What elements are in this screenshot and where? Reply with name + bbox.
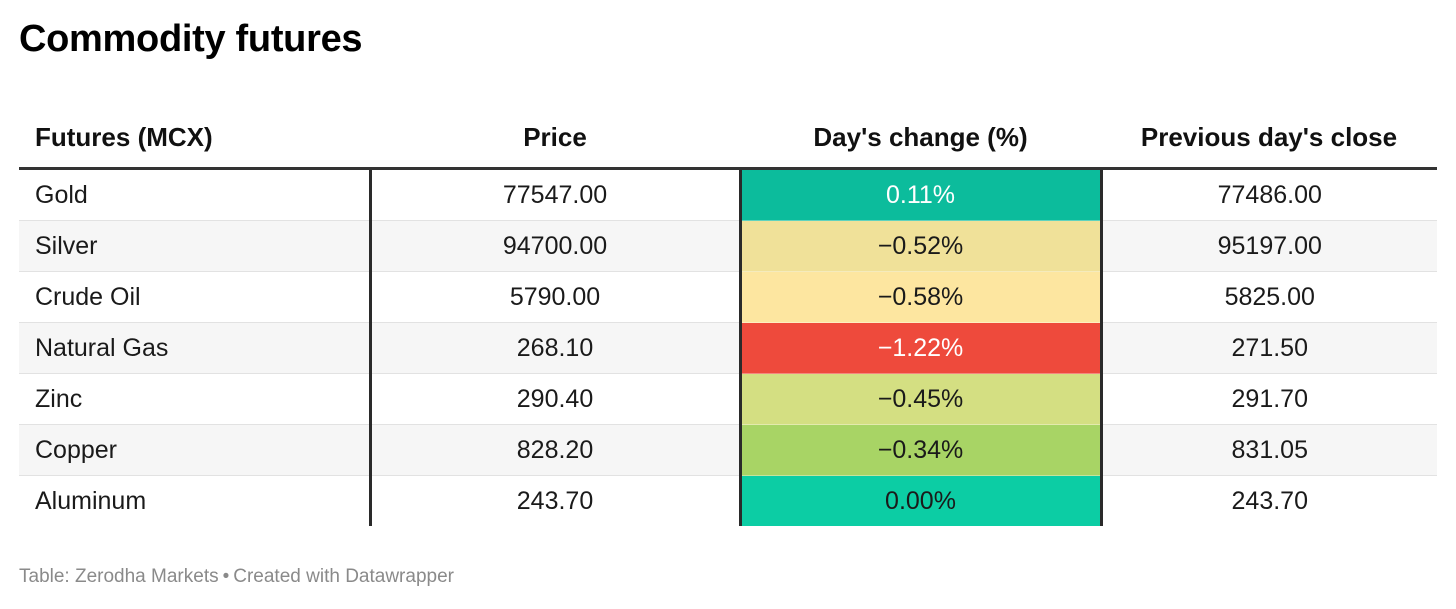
- page-title: Commodity futures: [19, 18, 363, 60]
- cell-days-change: 0.00%: [738, 475, 1101, 526]
- cell-futures-name: Copper: [19, 424, 370, 476]
- cell-previous-close: 77486.00: [1099, 168, 1437, 221]
- cell-price: 268.10: [368, 322, 740, 374]
- table-row: Aluminum 243.70 0.00% 243.70: [19, 475, 1437, 526]
- cell-days-change: −0.52%: [738, 220, 1101, 272]
- table-row: Natural Gas 268.10 −1.22% 271.50: [19, 322, 1437, 374]
- cell-days-change: −0.45%: [738, 373, 1101, 425]
- column-header-futures[interactable]: Futures (MCX): [19, 107, 370, 170]
- footer-note: Table: Zerodha Markets • Created with Data…: [19, 566, 454, 588]
- footer-credit: Created with Datawrapper: [233, 566, 454, 587]
- table-row: Silver 94700.00 −0.52% 95197.00: [19, 220, 1437, 272]
- cell-price: 828.20: [368, 424, 740, 476]
- cell-previous-close: 831.05: [1099, 424, 1437, 476]
- cell-previous-close: 5825.00: [1099, 271, 1437, 323]
- cell-days-change: 0.11%: [738, 168, 1101, 221]
- column-header-price[interactable]: Price: [370, 107, 740, 170]
- cell-days-change: −0.58%: [738, 271, 1101, 323]
- footer-separator: •: [222, 566, 230, 587]
- cell-days-change: −1.22%: [738, 322, 1101, 374]
- cell-futures-name: Crude Oil: [19, 271, 370, 323]
- cell-previous-close: 243.70: [1099, 475, 1437, 526]
- cell-price: 77547.00: [368, 168, 740, 221]
- table-row: Copper 828.20 −0.34% 831.05: [19, 424, 1437, 476]
- header-row: Futures (MCX) Price Day's change (%) Pre…: [19, 107, 1437, 170]
- table-row: Zinc 290.40 −0.45% 291.70: [19, 373, 1437, 425]
- cell-price: 290.40: [368, 373, 740, 425]
- column-header-days-change[interactable]: Day's change (%): [740, 107, 1101, 170]
- table-row: Gold 77547.00 0.11% 77486.00: [19, 168, 1437, 221]
- cell-futures-name: Aluminum: [19, 475, 370, 526]
- cell-futures-name: Silver: [19, 220, 370, 272]
- cell-days-change: −0.34%: [738, 424, 1101, 476]
- commodity-table: Futures (MCX) Price Day's change (%) Pre…: [19, 107, 1437, 526]
- cell-previous-close: 271.50: [1099, 322, 1437, 374]
- cell-futures-name: Natural Gas: [19, 322, 370, 374]
- table-row: Crude Oil 5790.00 −0.58% 5825.00: [19, 271, 1437, 323]
- cell-price: 5790.00: [368, 271, 740, 323]
- column-header-previous-close[interactable]: Previous day's close: [1101, 107, 1437, 170]
- cell-futures-name: Zinc: [19, 373, 370, 425]
- cell-futures-name: Gold: [35, 180, 88, 209]
- cell-previous-close: 291.70: [1099, 373, 1437, 425]
- cell-previous-close: 95197.00: [1099, 220, 1437, 272]
- cell-price: 243.70: [368, 475, 740, 526]
- cell-price: 94700.00: [368, 220, 740, 272]
- footer-source: Table: Zerodha Markets: [19, 566, 219, 587]
